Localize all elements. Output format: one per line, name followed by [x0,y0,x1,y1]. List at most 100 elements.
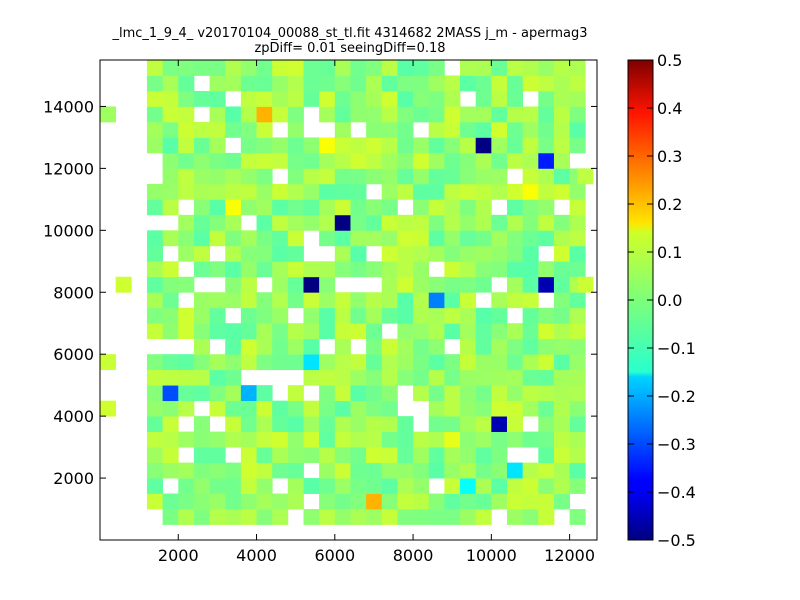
heatmap-cell [350,106,367,123]
heatmap-cell [460,106,477,123]
heatmap-cell [491,462,508,479]
heatmap-cell [240,307,257,324]
heatmap-cell [428,183,445,200]
heatmap-cell [350,447,367,463]
y-tick-label: 12000 [43,159,94,178]
heatmap-cell [366,121,383,138]
heatmap-cell [475,369,492,386]
heatmap-cell [413,276,430,293]
heatmap-cell [162,75,179,92]
colorbar-tick-label: 0.1 [657,243,682,262]
heatmap-cell [413,462,430,479]
heatmap-cell [413,245,430,262]
heatmap-cell [303,416,320,433]
heatmap-cell [146,245,164,262]
heatmap-cell [272,416,289,433]
heatmap-cell [225,478,242,494]
heatmap-cell [475,323,492,340]
heatmap-cell [413,75,430,92]
heatmap-cell [444,261,461,278]
heatmap-cell [413,354,430,371]
heatmap-cell [569,431,586,448]
heatmap-cell [256,168,273,185]
heatmap-cell [413,307,430,324]
x-tick-label: 12000 [544,546,595,565]
heatmap-cell [256,121,273,138]
heatmap-cell [178,106,195,123]
heatmap-cell [444,152,461,169]
heatmap-cell [413,478,430,494]
heatmap-cell [397,509,414,525]
heatmap-cell [366,90,383,107]
heatmap-cell [553,152,570,169]
heatmap-cell [538,385,555,402]
colorbar-ticks: −0.5 −0.4 −0.3 −0.2 −0.1 0.0 0.1 0.2 0.3 0.4 0.5 [628,51,696,550]
heatmap-cell [475,152,492,169]
heatmap-cell [319,261,336,278]
heatmap-cell [506,462,524,479]
heatmap-cell [381,462,398,479]
x-tick-label: 8000 [393,546,434,565]
heatmap-cell [350,245,367,262]
heatmap-cell [319,137,336,154]
heatmap-cell [522,431,539,448]
heatmap-cell [225,152,242,169]
heatmap-cell [491,385,508,402]
heatmap-cell [381,354,398,371]
y-tick-label: 10000 [43,221,94,240]
heatmap-cell [350,292,367,309]
heatmap-cell [272,323,289,340]
heatmap-cell [162,447,179,463]
heatmap-cell [256,292,273,309]
heatmap-cell [350,400,367,417]
heatmap-cell [506,90,524,107]
heatmap-cell [428,447,445,463]
heatmap-cell [240,199,257,216]
heatmap-cell [225,168,242,185]
heatmap-cell [538,431,555,448]
heatmap-cell [460,307,477,324]
heatmap-cell [381,431,398,448]
heatmap-cell [381,416,398,433]
heatmap-cell [225,385,242,402]
heatmap-cell [256,60,273,76]
heatmap-cell [272,137,289,154]
heatmap-cell [444,245,461,262]
heatmap-cell [334,462,351,479]
heatmap-cell [397,230,414,247]
heatmap-cell [569,338,586,355]
heatmap-cell [381,261,398,278]
heatmap-cell [240,121,257,138]
heatmap-cell [334,354,351,371]
heatmap-cell [381,385,398,402]
heatmap-cell [225,416,242,433]
heatmap-cell [178,152,195,169]
heatmap-cell [256,75,273,92]
heatmap-cell [569,60,586,76]
heatmap-cell [256,462,273,479]
heatmap-cell [506,369,524,386]
heatmap-cell [491,369,508,386]
heatmap-cell [303,75,320,92]
heatmap-cell [240,431,257,448]
heatmap-cell [553,416,570,433]
heatmap-cell [334,292,351,309]
heatmap-cell [178,214,195,231]
heatmap-cell [350,493,367,510]
heatmap-cell [460,245,477,262]
heatmap-cell [334,60,351,76]
heatmap-cell [303,354,320,371]
heatmap-cell [538,199,555,216]
heatmap-cell [272,183,289,200]
heatmap-cell [460,493,477,510]
heatmap-cell [569,323,586,340]
heatmap-cell [444,416,461,433]
heatmap-cell [538,106,555,123]
heatmap-cell [193,416,210,433]
y-tick-label: 4000 [53,407,94,426]
heatmap-cell [162,354,179,371]
heatmap-cell [256,400,273,417]
heatmap-cell [460,183,477,200]
heatmap-cell [569,447,586,463]
heatmap-cell [397,60,414,76]
